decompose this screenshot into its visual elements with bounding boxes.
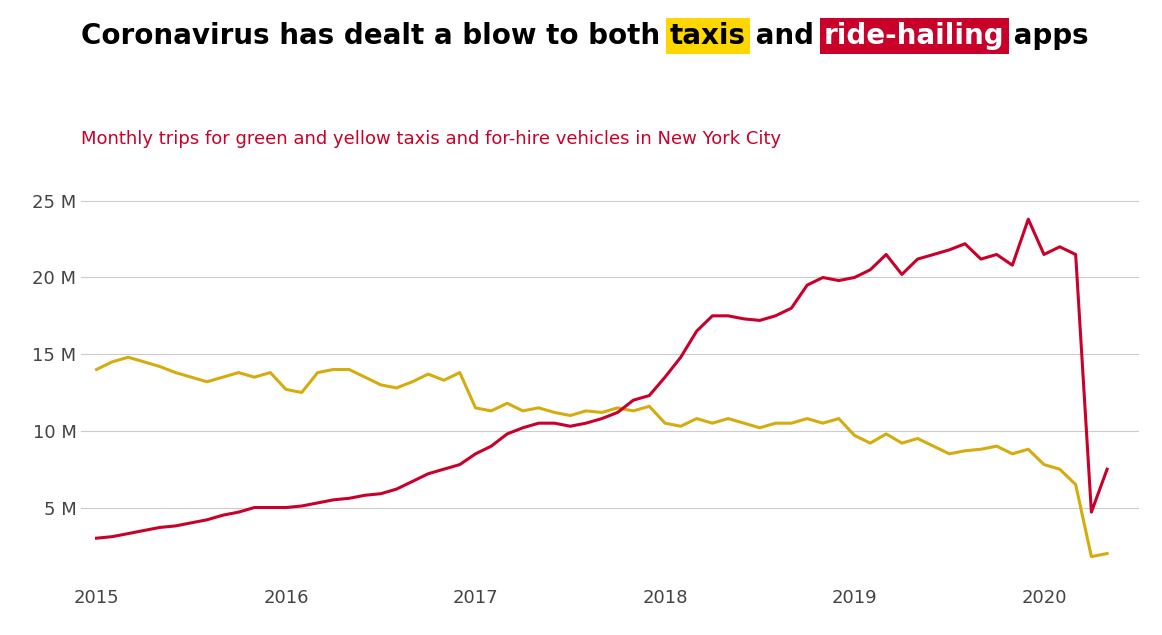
Text: Coronavirus has dealt a blow to both: Coronavirus has dealt a blow to both (81, 22, 670, 50)
Text: Monthly trips for green and yellow taxis and for-hire vehicles in New York City: Monthly trips for green and yellow taxis… (81, 130, 782, 148)
Text: and: and (746, 22, 824, 50)
Text: taxis: taxis (670, 22, 746, 50)
Text: apps: apps (1004, 22, 1089, 50)
Text: ride-hailing: ride-hailing (824, 22, 1004, 50)
